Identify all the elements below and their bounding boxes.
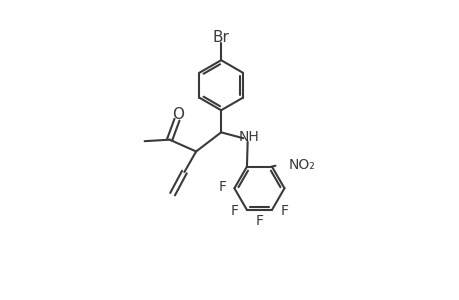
- Text: F: F: [230, 204, 238, 218]
- Text: O: O: [172, 107, 184, 122]
- Text: F: F: [218, 180, 226, 194]
- Text: Br: Br: [212, 30, 229, 45]
- Text: F: F: [280, 204, 288, 218]
- Text: F: F: [255, 214, 263, 228]
- Text: NO₂: NO₂: [287, 158, 314, 172]
- Text: NH: NH: [238, 130, 258, 144]
